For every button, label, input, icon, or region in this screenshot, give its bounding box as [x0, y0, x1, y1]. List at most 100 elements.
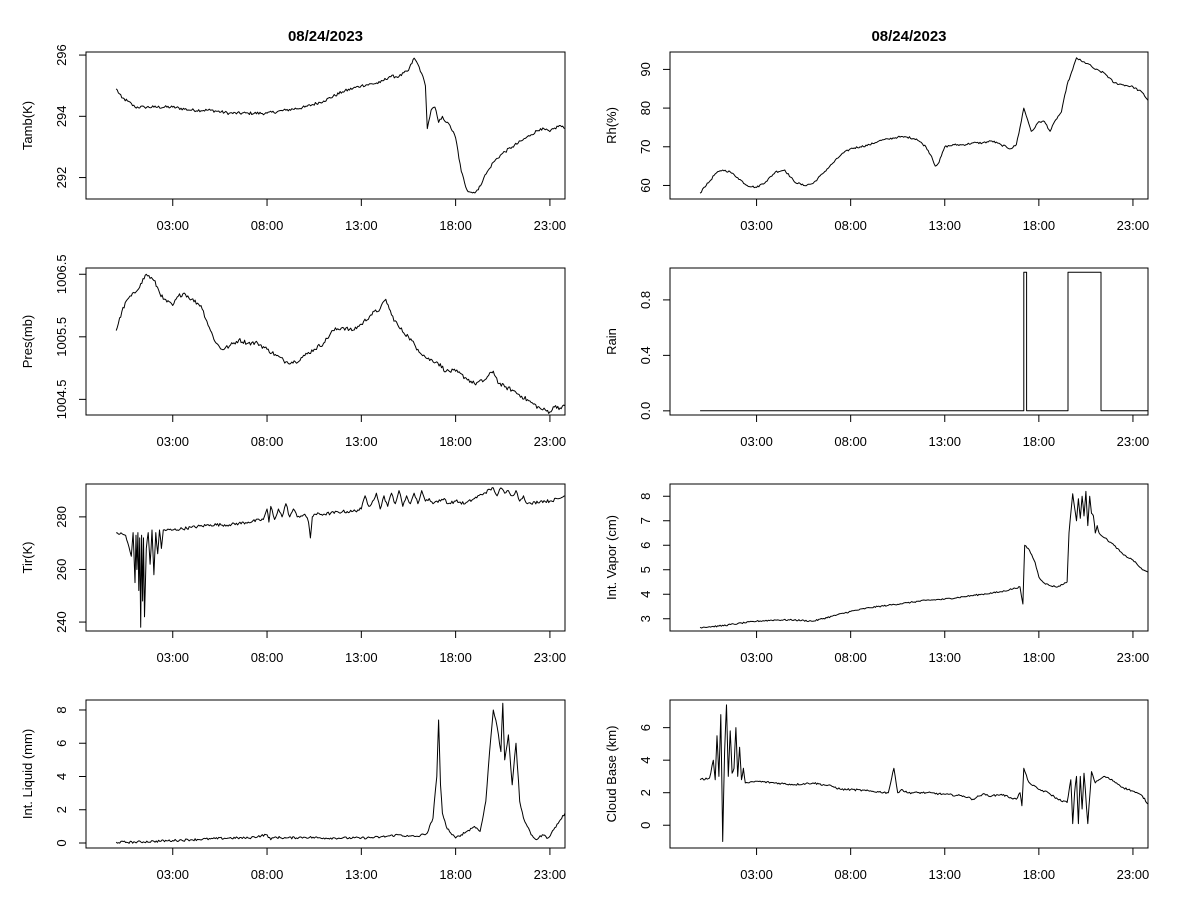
- x-tick-label: 13:00: [345, 650, 378, 665]
- series-line-rain: [700, 271, 1148, 412]
- x-tick-label: 18:00: [1023, 867, 1056, 882]
- x-tick-label: 08:00: [834, 867, 867, 882]
- y-tick-label: 4: [638, 757, 653, 764]
- x-tick-label: 08:00: [251, 434, 284, 449]
- x-tick-label: 08:00: [251, 867, 284, 882]
- chart-title: 08/24/2023: [871, 28, 946, 45]
- x-tick-label: 18:00: [1023, 218, 1056, 233]
- y-tick-label: 7: [638, 517, 653, 524]
- x-tick-label: 18:00: [439, 867, 472, 882]
- y-tick-label: 1006.5: [54, 254, 69, 294]
- panel-rain: 03:00 08:00 13:00 18:00 23:00 0.0 0.4 0.8 Rain: [604, 267, 1150, 449]
- series-line-cloudbase: [699, 704, 1149, 842]
- x-tick-label: 13:00: [345, 218, 378, 233]
- plot-frame: [669, 699, 1149, 849]
- y-tick-label: 80: [638, 101, 653, 115]
- y-tick-label: 296: [54, 44, 69, 66]
- x-tick-label: 13:00: [345, 867, 378, 882]
- y-axis-label: Cloud Base (km): [604, 726, 619, 823]
- x-tick-label: 23:00: [1117, 867, 1150, 882]
- x-tick-label: 23:00: [534, 218, 567, 233]
- series-line-tamb: [115, 57, 566, 194]
- x-tick-label: 03:00: [156, 218, 189, 233]
- y-axis-label: Rh(%): [604, 107, 619, 144]
- x-tick-label: 03:00: [156, 650, 189, 665]
- y-tick-label: 4: [638, 591, 653, 598]
- y-tick-label: 5: [638, 566, 653, 573]
- x-tick-label: 03:00: [740, 867, 773, 882]
- plot-frame: [669, 483, 1149, 632]
- y-tick-label: 6: [54, 740, 69, 747]
- series-line-liquid: [115, 702, 566, 844]
- y-axis-label: Rain: [604, 328, 619, 355]
- plot-frame: [669, 267, 1149, 416]
- x-tick-label: 08:00: [834, 434, 867, 449]
- y-tick-label: 0.4: [638, 346, 653, 364]
- x-tick-label: 23:00: [534, 650, 567, 665]
- x-tick-label: 23:00: [534, 434, 567, 449]
- plot-frame: [85, 267, 566, 416]
- panel-cloudbase: 03:00 08:00 13:00 18:00 23:00 0 2 4 6 Cloud Base …: [604, 699, 1150, 882]
- y-tick-label: 260: [54, 559, 69, 581]
- y-tick-label: 6: [638, 542, 653, 549]
- x-tick-label: 23:00: [1117, 218, 1150, 233]
- x-tick-label: 13:00: [345, 434, 378, 449]
- y-tick-label: 90: [638, 62, 653, 76]
- y-tick-label: 6: [638, 724, 653, 731]
- y-axis-label: Int. Liquid (mm): [20, 729, 35, 819]
- x-tick-label: 18:00: [439, 650, 472, 665]
- y-tick-label: 4: [54, 773, 69, 780]
- x-tick-label: 08:00: [251, 218, 284, 233]
- y-tick-label: 1004.5: [54, 379, 69, 419]
- x-tick-label: 18:00: [1023, 434, 1056, 449]
- y-tick-label: 1005.5: [54, 317, 69, 357]
- y-tick-label: 60: [638, 178, 653, 192]
- y-axis-label: Int. Vapor (cm): [604, 515, 619, 600]
- x-tick-label: 03:00: [156, 867, 189, 882]
- y-tick-label: 0.8: [638, 291, 653, 309]
- series-line-pres: [115, 273, 566, 414]
- y-tick-label: 2: [54, 806, 69, 813]
- x-tick-label: 13:00: [928, 218, 961, 233]
- panel-liquid: 03:00 08:00 13:00 18:00 23:00 0 2 4 6 8 Int. Liqui…: [20, 699, 567, 882]
- x-tick-label: 03:00: [740, 434, 773, 449]
- panel-vapor: 03:00 08:00 13:00 18:00 23:00 3 4 5 6 7 8 Int. Vapo…: [604, 483, 1150, 665]
- y-tick-label: 294: [54, 105, 69, 127]
- y-tick-label: 0.0: [638, 402, 653, 420]
- chart-title: 08/24/2023: [288, 28, 363, 45]
- y-tick-label: 8: [638, 493, 653, 500]
- y-tick-label: 292: [54, 167, 69, 189]
- plot-frame: [85, 699, 566, 849]
- x-tick-label: 23:00: [1117, 650, 1150, 665]
- x-tick-label: 13:00: [928, 650, 961, 665]
- y-tick-label: 2: [638, 789, 653, 796]
- x-tick-label: 03:00: [740, 650, 773, 665]
- y-axis-label: Tir(K): [20, 541, 35, 573]
- y-tick-label: 0: [54, 839, 69, 846]
- x-tick-label: 08:00: [834, 218, 867, 233]
- series-line-vapor: [699, 490, 1149, 629]
- y-tick-label: 0: [638, 822, 653, 829]
- y-axis-label: Tamb(K): [20, 101, 35, 150]
- y-tick-label: 8: [54, 706, 69, 713]
- y-tick-label: 280: [54, 506, 69, 528]
- x-tick-label: 03:00: [740, 218, 773, 233]
- plot-frame: [85, 51, 566, 200]
- x-tick-label: 13:00: [928, 434, 961, 449]
- y-tick-label: 240: [54, 611, 69, 633]
- x-tick-label: 23:00: [1117, 434, 1150, 449]
- x-tick-label: 18:00: [439, 218, 472, 233]
- x-tick-label: 23:00: [534, 867, 567, 882]
- y-tick-label: 3: [638, 615, 653, 622]
- plot-frame: [85, 483, 566, 632]
- plot-frame: [669, 51, 1149, 200]
- panel-rh: 08/24/2023 03:00 08:00 13:00 18:00 23:00 60 70 8…: [604, 28, 1149, 233]
- x-tick-label: 18:00: [1023, 650, 1056, 665]
- panel-pres: 03:00 08:00 13:00 18:00 23:00 1004.5 1005.5 100…: [20, 254, 566, 449]
- panel-tir: 03:00 08:00 13:00 18:00 23:00 240 260 280 Tir(K): [20, 483, 567, 665]
- x-tick-label: 13:00: [928, 867, 961, 882]
- x-tick-label: 08:00: [251, 650, 284, 665]
- y-tick-label: 70: [638, 140, 653, 154]
- x-tick-label: 08:00: [834, 650, 867, 665]
